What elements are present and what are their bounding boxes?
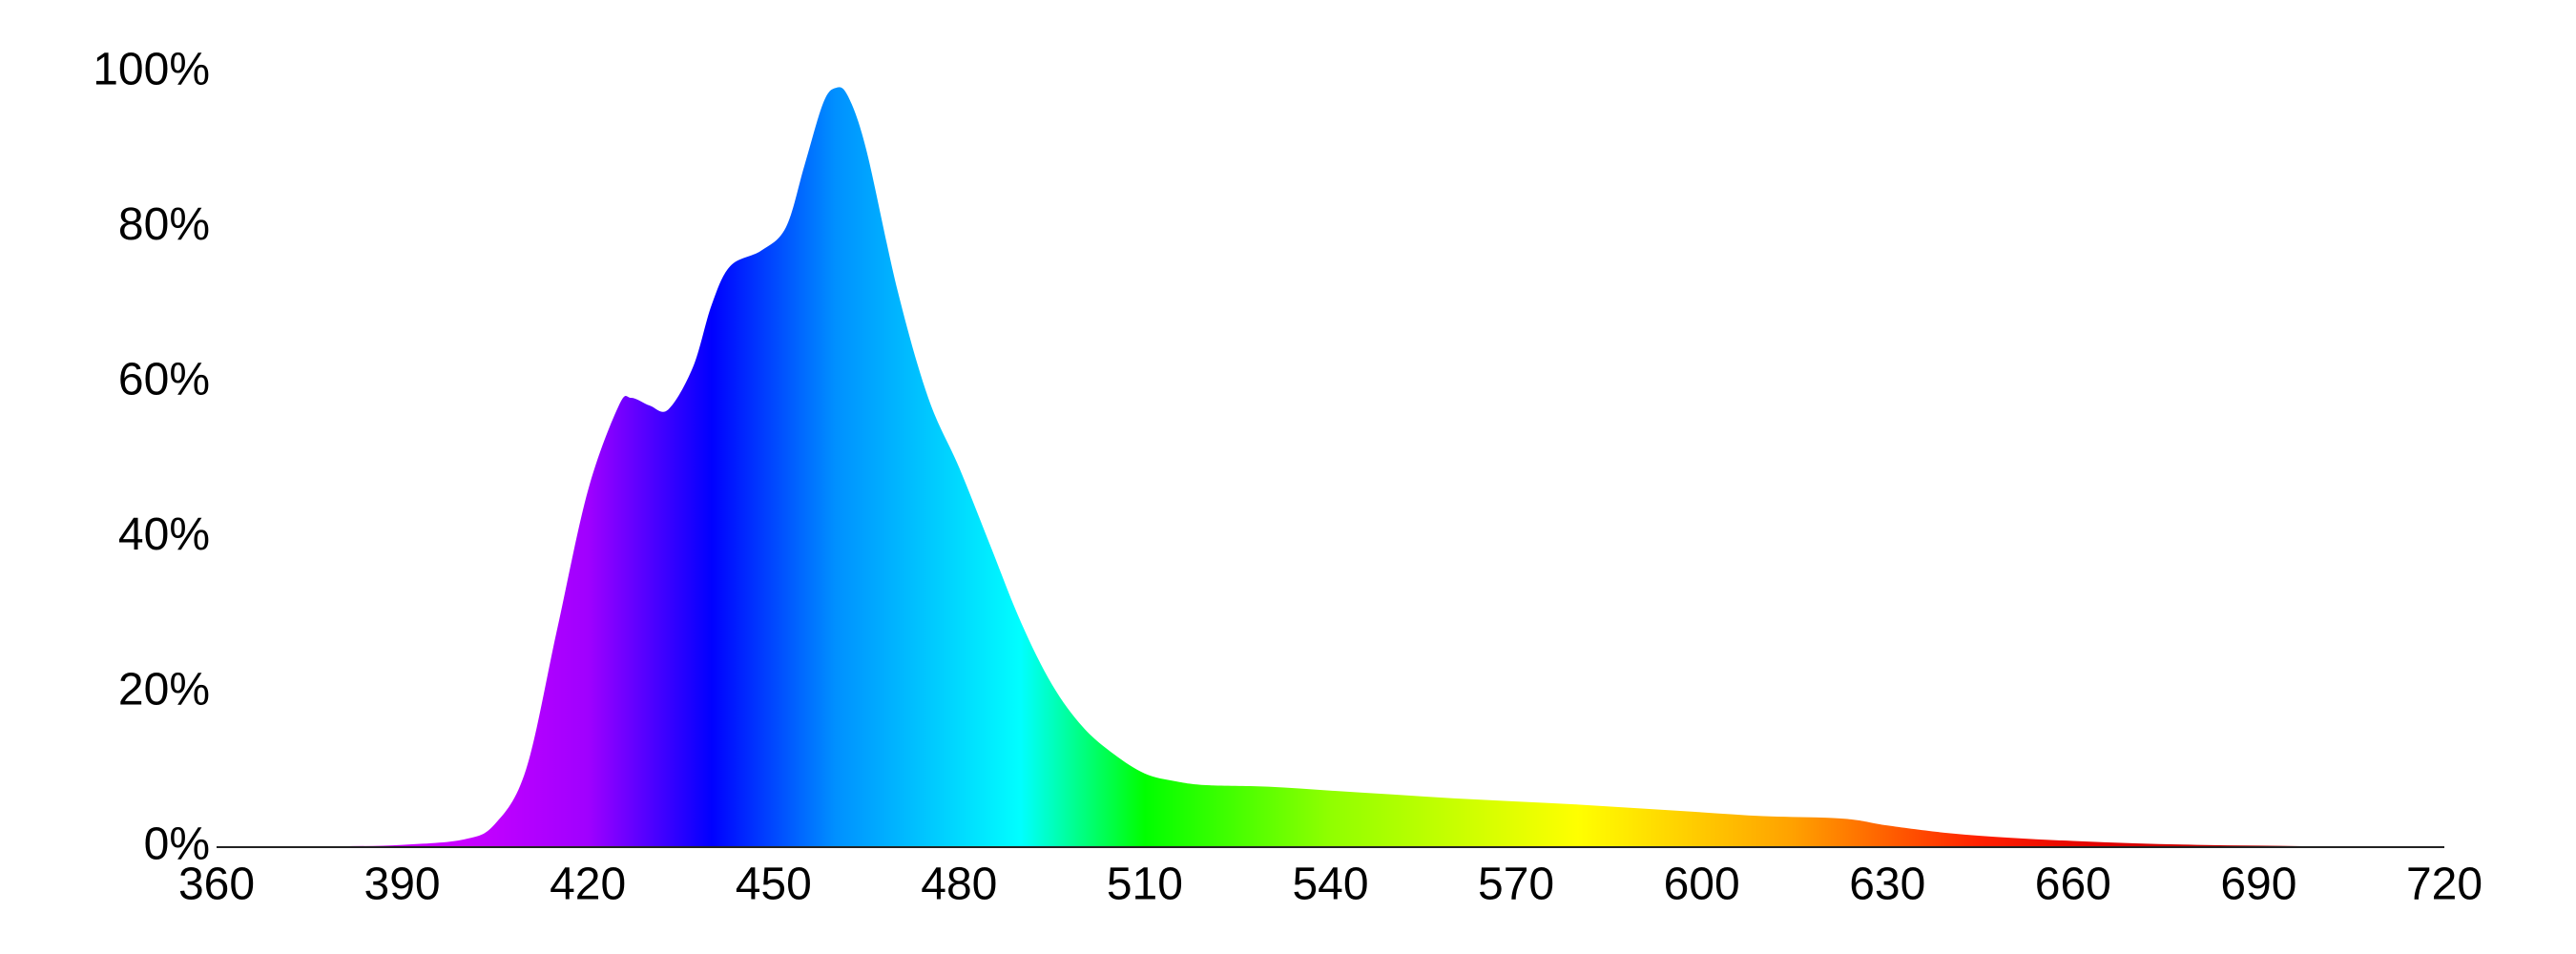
x-tick-label: 720	[2406, 860, 2483, 910]
x-tick-label: 510	[1107, 860, 1183, 910]
y-tick-label: 80%	[118, 199, 210, 250]
spectrum-area	[217, 87, 2444, 848]
y-tick-label: 20%	[118, 664, 210, 715]
y-tick-label: 0%	[144, 819, 210, 870]
x-tick-label: 660	[2035, 860, 2111, 910]
x-tick-label: 390	[364, 860, 441, 910]
x-tick-label: 450	[736, 860, 812, 910]
x-tick-label: 690	[2220, 860, 2296, 910]
x-tick-label: 540	[1292, 860, 1368, 910]
x-tick-label: 630	[1849, 860, 1925, 910]
x-tick-label: 360	[178, 860, 255, 910]
x-tick-label: 420	[550, 860, 626, 910]
x-tick-label: 480	[921, 860, 997, 910]
x-tick-label: 570	[1478, 860, 1554, 910]
y-tick-label: 100%	[93, 45, 210, 95]
y-tick-label: 40%	[118, 509, 210, 560]
y-tick-label: 60%	[118, 354, 210, 404]
x-tick-label: 600	[1664, 860, 1740, 910]
